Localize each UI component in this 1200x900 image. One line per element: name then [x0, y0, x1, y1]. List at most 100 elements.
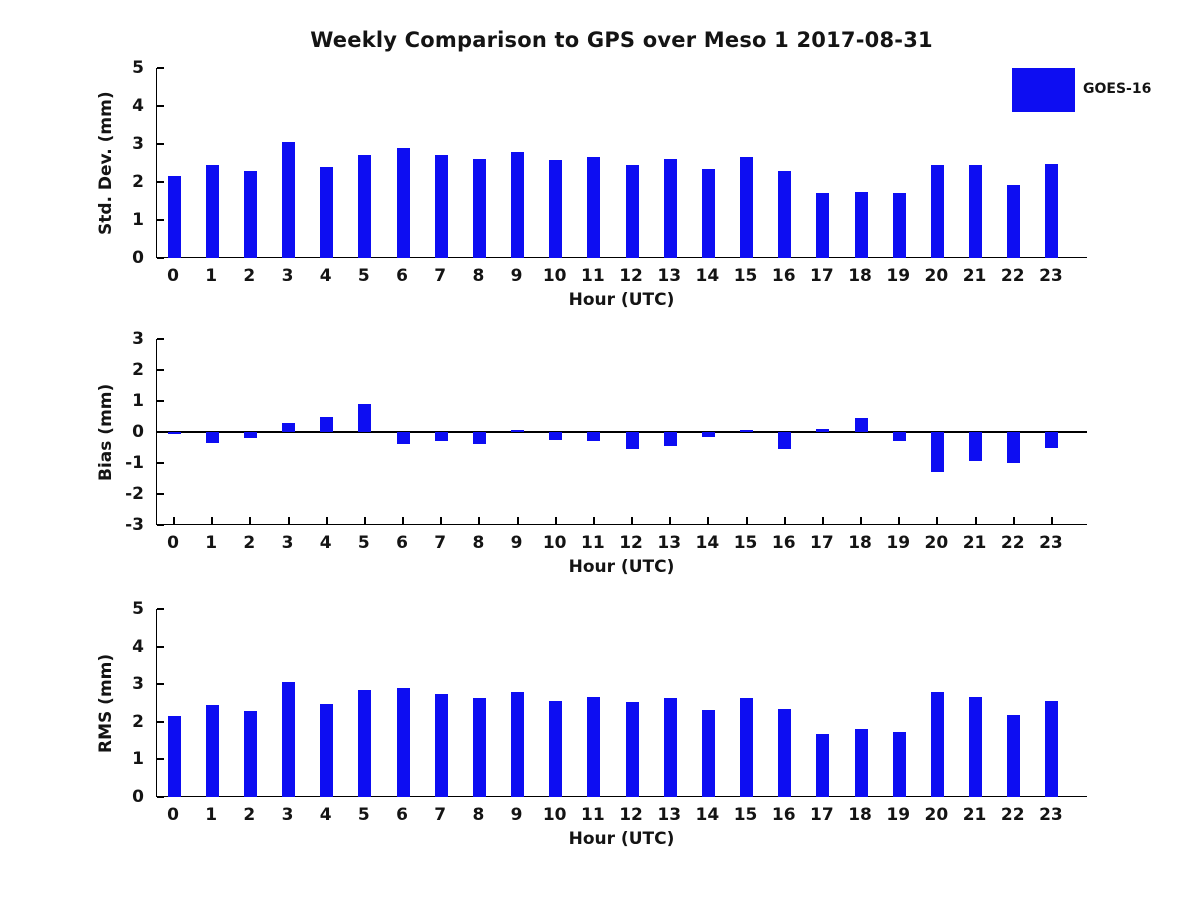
- bar-hour-16: [778, 432, 792, 450]
- bar-hour-12: [625, 432, 639, 450]
- y-tick-label: 2: [132, 172, 144, 192]
- bar-hour-16: [778, 171, 792, 258]
- bar-hour-19: [892, 432, 906, 442]
- y-tick-mark: [157, 338, 164, 340]
- x-tick-label: 15: [733, 805, 758, 825]
- bar-hour-12: [625, 164, 639, 258]
- y-tick-mark: [157, 257, 164, 259]
- bar-hour-17: [816, 428, 830, 432]
- y-tick-mark: [157, 683, 164, 686]
- y-tick-label: 3: [132, 674, 144, 695]
- bar-hour-19: [892, 193, 906, 258]
- x-tick-label: 22: [1000, 266, 1025, 286]
- y-tick-label: 2: [132, 360, 144, 380]
- bar-hour-10: [549, 160, 563, 258]
- x-tick-label: 7: [434, 266, 447, 286]
- x-tick-label: 19: [886, 805, 911, 825]
- y-tick-mark: [157, 143, 164, 145]
- x-tick-label: 23: [1039, 266, 1063, 286]
- x-tick-label: 13: [657, 266, 682, 286]
- x-tick-mark: [516, 517, 519, 524]
- bar-hour-23: [1045, 432, 1059, 448]
- bar-hour-5: [358, 689, 372, 797]
- x-tick-mark: [783, 517, 786, 524]
- x-tick-label: 8: [472, 533, 485, 553]
- x-tick-label: 20: [924, 533, 949, 553]
- bar-hour-6: [396, 147, 410, 258]
- bar-hour-22: [1007, 432, 1021, 463]
- x-tick-mark: [325, 517, 328, 524]
- y-tick-mark: [157, 105, 164, 107]
- x-tick-label: 0: [167, 266, 179, 286]
- x-tick-label: 5: [357, 805, 370, 825]
- y-tick-label: -3: [125, 515, 144, 535]
- x-tick-mark: [592, 517, 595, 524]
- x-tick-label: 11: [581, 805, 605, 825]
- y-tick-mark: [157, 369, 164, 371]
- x-tick-label: 9: [510, 805, 523, 825]
- x-tick-label: 22: [1000, 533, 1025, 553]
- y-tick-label: 0: [132, 248, 144, 268]
- x-tick-mark: [211, 517, 214, 524]
- x-tick-mark: [707, 517, 710, 524]
- bias-plot-area: [156, 338, 1087, 526]
- bar-hour-22: [1007, 184, 1021, 258]
- x-tick-label: 10: [542, 266, 567, 286]
- bias-x-axis-label: Hour (UTC): [568, 557, 675, 577]
- bar-hour-8: [472, 159, 486, 258]
- rms-x-axis-label: Hour (UTC): [568, 829, 675, 849]
- rms-plot-area: [156, 608, 1087, 798]
- bar-hour-13: [663, 697, 677, 797]
- bar-hour-21: [969, 697, 983, 797]
- bar-hour-0: [167, 432, 181, 434]
- y-tick-mark: [157, 645, 164, 648]
- y-tick-label: 4: [132, 96, 144, 116]
- bar-hour-1: [205, 704, 219, 797]
- x-tick-label: 12: [619, 533, 643, 553]
- x-tick-label: 9: [510, 533, 523, 553]
- bar-hour-9: [511, 151, 525, 258]
- bar-hour-23: [1045, 701, 1059, 797]
- x-tick-label: 3: [281, 533, 294, 553]
- x-tick-mark: [936, 517, 939, 524]
- y-tick-label: 0: [132, 787, 144, 807]
- x-tick-mark: [1012, 517, 1015, 524]
- y-tick-mark: [157, 608, 164, 610]
- x-tick-label: 19: [886, 533, 911, 553]
- x-tick-label: 4: [319, 266, 332, 286]
- y-tick-mark: [157, 181, 164, 183]
- x-tick-label: 4: [319, 805, 332, 825]
- y-tick-label: 0: [132, 422, 144, 442]
- x-tick-mark: [974, 517, 977, 524]
- x-tick-label: 17: [810, 805, 834, 825]
- bar-hour-19: [892, 731, 906, 797]
- y-tick-mark: [157, 758, 164, 761]
- rms-chart: RMS (mm) Hour (UTC) 0 1 2 3 4 5 0 1 2 3 4 5 6 7 8 9 10 11…: [96, 599, 1087, 849]
- x-tick-label: 2: [243, 266, 256, 286]
- zero-baseline: [157, 431, 1087, 433]
- bar-hour-2: [243, 170, 257, 258]
- bar-hour-18: [854, 418, 868, 432]
- bar-hour-5: [358, 404, 372, 432]
- x-tick-label: 1: [205, 533, 218, 553]
- bar-hour-3: [282, 142, 295, 258]
- x-tick-label: 3: [281, 266, 294, 286]
- bar-hour-9: [511, 691, 525, 797]
- figure-title: Weekly Comparison to GPS over Meso 1 201…: [310, 28, 933, 52]
- x-tick-mark: [745, 517, 748, 524]
- x-tick-mark: [860, 517, 863, 524]
- bar-hour-23: [1045, 163, 1059, 258]
- bar-hour-10: [549, 700, 563, 797]
- x-tick-label: 19: [886, 266, 911, 286]
- bar-hour-20: [930, 432, 944, 473]
- bar-hour-14: [701, 169, 715, 258]
- y-tick-mark: [157, 720, 164, 723]
- bar-hour-18: [854, 728, 868, 797]
- x-tick-mark: [287, 517, 290, 524]
- y-tick-mark: [157, 219, 164, 221]
- legend-color-swatch: [1012, 68, 1075, 112]
- stddev-plot-area: [156, 67, 1087, 259]
- x-tick-label: 8: [472, 266, 485, 286]
- x-tick-mark: [1050, 517, 1053, 524]
